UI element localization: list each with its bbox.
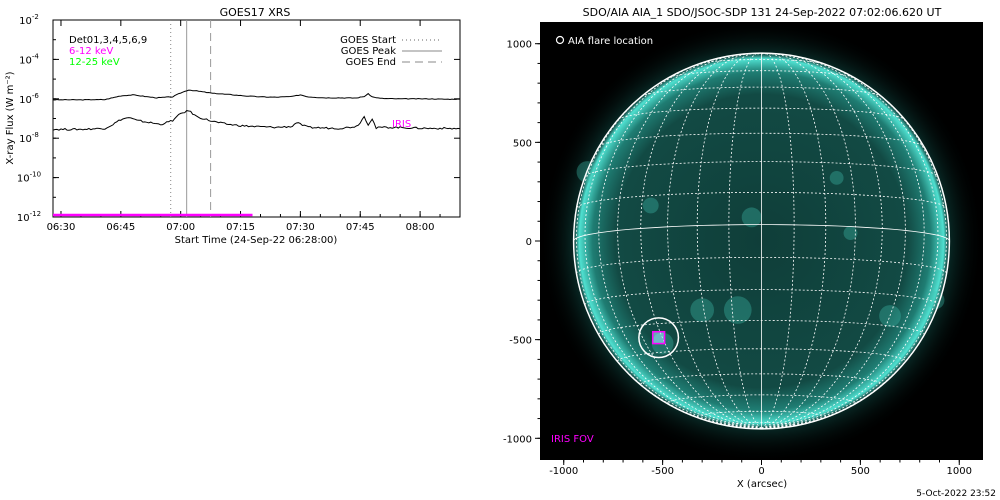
active-region [829,170,844,185]
legend-goes-start: GOES Start [340,35,396,46]
goes-title: GOES17 XRS [220,6,291,19]
x-tick-label: 06:30 [47,222,76,233]
aia-x-tick-label: 1000 [947,466,972,477]
latitude-line [584,289,939,306]
y-tick-label: 10-12 [17,210,41,224]
active-region [926,291,945,310]
y-tick-label: 10-2 [19,13,39,27]
y-tick-label: 10-4 [19,52,39,66]
aia-y-tick-label: -1000 [503,434,532,445]
goes-event-markers [170,20,212,217]
longitude-line [761,53,856,429]
goes-x-axis-label: Start Time (24-Sep-22 06:28:00) [175,235,338,246]
x-tick-label: 07:45 [346,222,375,233]
x-tick-label: 07:15 [226,222,255,233]
aia-x-tick-label: 500 [851,466,870,477]
goes-legend: GOES Start GOES Peak GOES End [340,35,442,68]
goes-y-axis-label: X-ray Flux (W m⁻²) [5,71,16,164]
active-region [843,226,858,241]
aia-y-tick-label: 0 [526,237,532,248]
goes-plot-frame [52,19,461,218]
longitude-line [584,58,762,429]
flare-legend-icon [555,35,565,45]
goes-y-axis: 10-2 10-4 10-6 10-8 10-10 10-12 [17,13,460,224]
iris-annotation: IRIS [392,119,411,130]
flare-legend-label: AIA flare location [568,36,653,47]
aia-x-axis-label: X (arcsec) [737,479,787,490]
longitude-line [696,52,762,429]
aia-x-tick-label: 0 [758,466,764,477]
x-tick-label: 07:30 [286,222,315,233]
iris-fov-box [651,331,666,345]
longitude-line [598,55,762,429]
x-tick-label: 08:00 [406,222,435,233]
aia-x-tick-label: -500 [651,466,674,477]
channel-label-low: 6-12 keV [69,46,113,57]
x-tick-label: 06:45 [106,222,135,233]
latitude-line [640,373,883,385]
longitude-line [728,52,762,429]
aia-axes: -1000 -500 0 500 1000 1000 500 0 -500 -1000 [503,40,972,477]
iris-fov-label: IRIS FOV [551,434,594,445]
goes-panel: GOES17 XRS 10-2 10-4 10-6 10-8 10-10 10-12 06… [5,6,461,246]
active-region [642,197,659,214]
latitude-line [576,192,947,208]
flux-series-2 [52,110,461,131]
active-region [723,296,752,324]
legend-goes-peak: GOES Peak [341,46,396,57]
longitude-line [761,58,939,429]
channel-label-high: 12-25 keV [69,57,120,68]
longitude-line [761,72,947,429]
y-tick-label: 10-8 [19,131,39,145]
legend-goes-end: GOES End [346,57,396,68]
goes-flux-series [52,89,461,217]
longitude-line [761,52,795,429]
longitude-line [576,72,762,429]
longitude-line [761,54,906,429]
flux-series-1 [52,89,461,101]
aia-y-tick-label: 1000 [507,40,532,51]
latitude-line [667,394,856,404]
aia-title: SDO/AIA AIA_1 SDO/JSOC-SDP 131 24-Sep-20… [583,6,942,19]
longitude-line [761,55,925,429]
solar-limb [572,52,951,430]
y-tick-label: 10-6 [19,92,39,106]
longitude-line [761,52,827,429]
y-tick-label: 10-10 [17,171,41,185]
aia-y-tick-label: -500 [509,336,532,347]
active-region [741,207,762,228]
aia-panel: SDO/AIA AIA_1 SDO/JSOC-SDP 131 24-Sep-20… [503,6,983,490]
x-tick-label: 07:00 [166,222,195,233]
active-region [879,305,901,327]
aia-x-tick-label: -1000 [549,466,578,477]
longitude-line [617,54,762,429]
active-region [690,298,715,322]
flare-location-circle [638,317,680,359]
longitude-line [667,53,762,429]
longitude-line [640,53,762,429]
aia-y-tick-label: 500 [513,138,532,149]
footer-timestamp: 5-Oct-2022 23:52 [916,489,996,499]
longitude-line [761,53,883,429]
detector-label: Det01,3,4,5,6,9 [69,35,147,46]
